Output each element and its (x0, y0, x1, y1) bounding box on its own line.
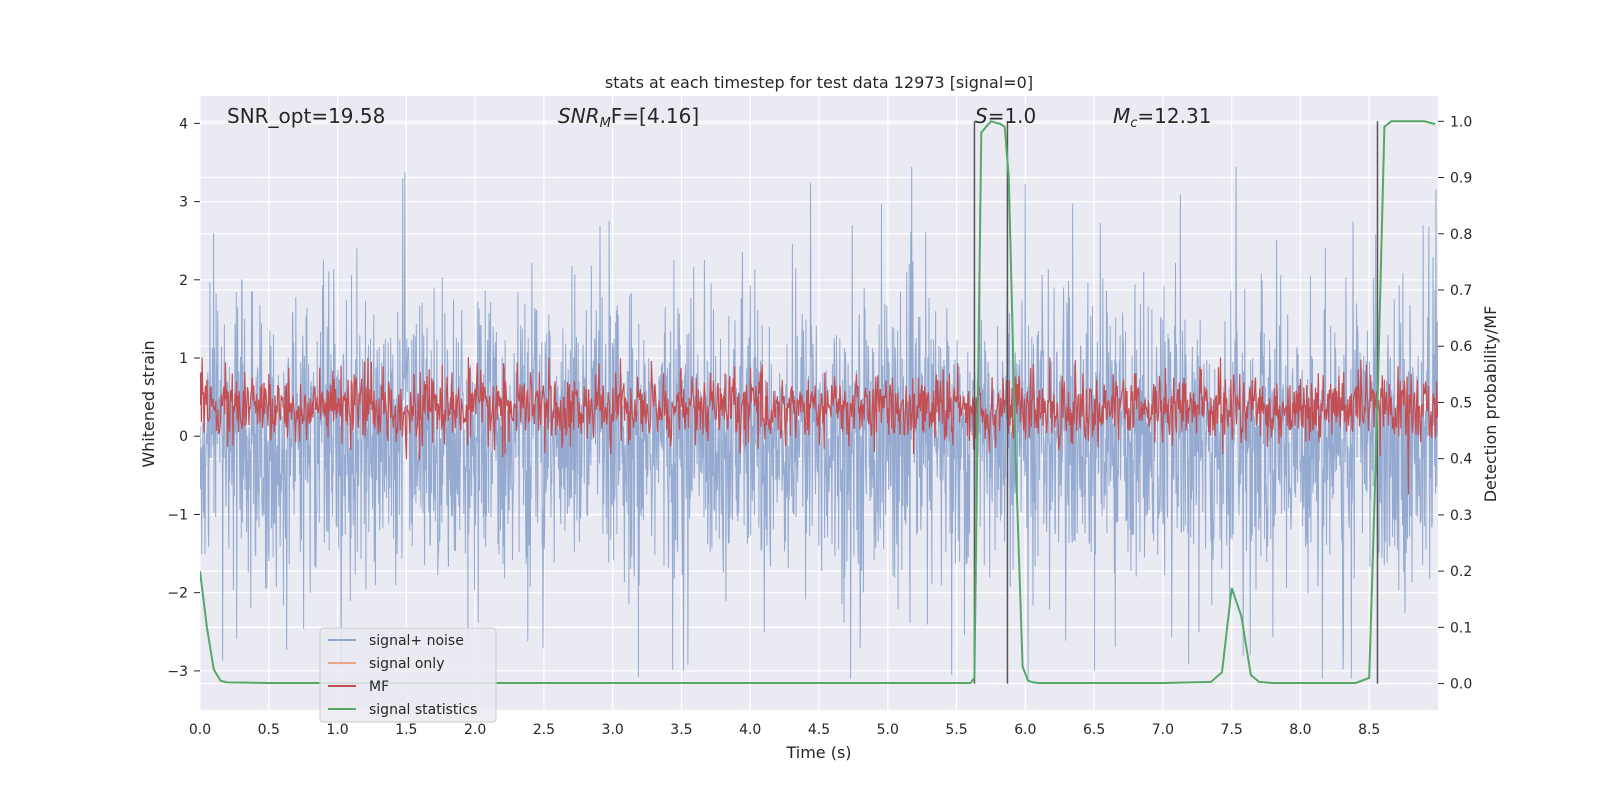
x-axis-label: Time (s) (785, 743, 851, 762)
annotation-snr-mf-rest: F=[4.16] (611, 104, 699, 128)
legend: signal+ noise signal only MF signal stat… (319, 627, 497, 723)
y2-tick-label: 0.7 (1450, 283, 1472, 299)
x-tick-label: 6.5 (1083, 722, 1105, 738)
y-axis-ticks: −3 −2 −1 0 1 2 3 4 (167, 116, 200, 680)
x-tick-label: 1.0 (326, 722, 348, 738)
x-tick-label: 0.5 (258, 722, 280, 738)
legend-label-signal-plus-noise: signal+ noise (369, 633, 464, 649)
y2-tick-label: 0.8 (1450, 227, 1472, 243)
legend-label-mf: MF (369, 679, 389, 695)
x-tick-label: 5.0 (877, 722, 899, 738)
x-tick-label: 3.0 (602, 722, 624, 738)
series-line-signal-plus-noise (200, 166, 1438, 679)
x-tick-label: 1.5 (395, 722, 417, 738)
y2-tick-label: 0.5 (1450, 395, 1472, 411)
x-tick-label: 2.0 (464, 722, 486, 738)
y-tick-label: −1 (167, 507, 188, 523)
x-tick-label: 4.0 (739, 722, 761, 738)
y2-tick-label: 0.3 (1450, 508, 1472, 524)
x-axis-ticks: 0.0 0.5 1.0 1.5 2.0 2.5 3.0 3.5 4.0 4.5 5.0 5.5 6.0 6… (189, 722, 1380, 738)
annotation-s-base: S (975, 104, 988, 128)
annotation-snr-mf-base: SNR (558, 104, 600, 128)
legend-label-signal-only: signal only (369, 656, 444, 672)
annotation-mc-base: M (1113, 104, 1130, 128)
x-tick-label: 4.5 (808, 722, 830, 738)
annotation-snr-opt: SNR_opt=19.58 (227, 104, 385, 128)
y-tick-label: 1 (179, 351, 188, 367)
x-tick-label: 8.5 (1358, 722, 1380, 738)
y2-axis-label: Detection probability/MF (1481, 306, 1500, 503)
annotation-mc: Mc=12.31 (1113, 104, 1211, 131)
y-axis-label: Whitened strain (139, 340, 158, 467)
y2-tick-label: 0.0 (1450, 677, 1472, 693)
y2-tick-label: 0.1 (1450, 620, 1472, 636)
y-tick-label: −2 (167, 586, 188, 602)
y2-tick-label: 0.6 (1450, 339, 1472, 355)
legend-label-signal-statistics: signal statistics (369, 702, 477, 718)
annotation-s: S=1.0 (975, 104, 1036, 128)
x-tick-label: 3.5 (670, 722, 692, 738)
y2-axis-ticks: 0.0 0.1 0.2 0.3 0.4 0.5 0.6 0.7 0.8 0.9 1.0 (1438, 114, 1472, 693)
y2-tick-label: 0.2 (1450, 564, 1472, 580)
chart-title: stats at each timestep for test data 129… (605, 73, 1033, 92)
annotation-mc-sub: c (1130, 116, 1137, 131)
x-tick-label: 8.0 (1289, 722, 1311, 738)
annotation-snr-mf: SNRMF=[4.16] (558, 104, 699, 131)
y-tick-label: 4 (179, 116, 188, 132)
y-tick-label: −3 (167, 664, 188, 680)
y-tick-label: 3 (179, 195, 188, 211)
x-tick-label: 7.0 (1152, 722, 1174, 738)
annotation-snr-mf-sub: M (600, 116, 611, 131)
series-signal-plus-noise (200, 166, 1438, 679)
y2-tick-label: 0.4 (1450, 452, 1472, 468)
annotations: SNR_opt=19.58 SNRMF=[4.16] S=1.0 Mc=12.3… (227, 104, 1211, 131)
series-line-mf (200, 357, 1438, 495)
y2-tick-label: 0.9 (1450, 171, 1472, 187)
x-tick-label: 6.0 (1014, 722, 1036, 738)
y2-tick-label: 1.0 (1450, 114, 1472, 130)
annotation-mc-rest: =12.31 (1137, 104, 1211, 128)
y-tick-label: 0 (179, 429, 188, 445)
annotation-s-rest: =1.0 (988, 104, 1037, 128)
y-tick-label: 2 (179, 273, 188, 289)
series-mf (200, 357, 1438, 495)
x-tick-label: 5.5 (945, 722, 967, 738)
x-tick-label: 7.5 (1221, 722, 1243, 738)
legend-box (319, 627, 497, 723)
x-tick-label: 0.0 (189, 722, 211, 738)
x-tick-label: 2.5 (533, 722, 555, 738)
